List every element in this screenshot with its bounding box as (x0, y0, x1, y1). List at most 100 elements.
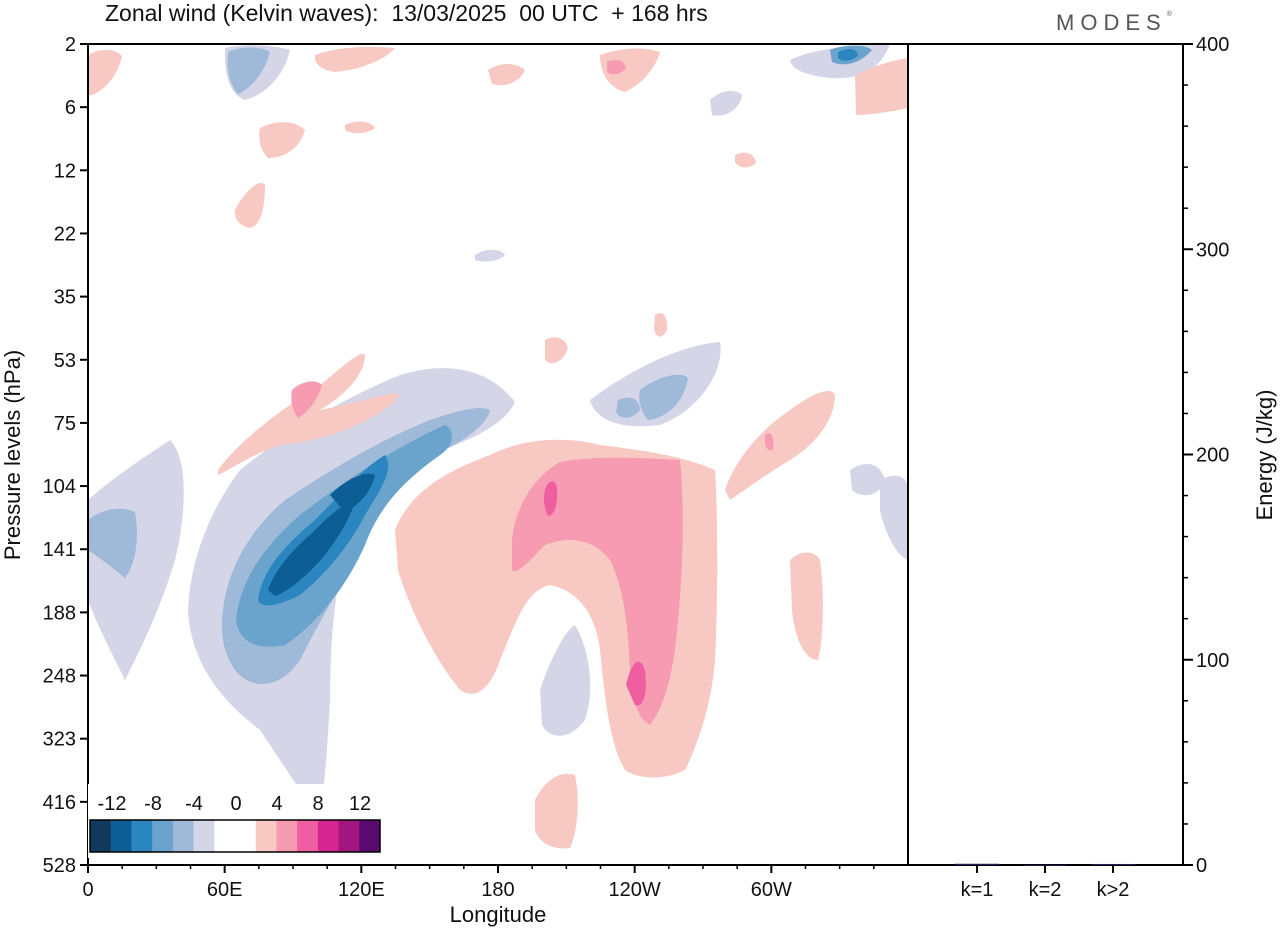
contour-pos-3 (544, 481, 558, 516)
contour-pos-1m (88, 49, 122, 95)
x-tick-label: 60W (751, 879, 792, 901)
colorbar-label: -8 (144, 793, 162, 815)
x-tick-label: 120E (338, 879, 385, 901)
contour-neg-5b (330, 473, 375, 512)
contour-pos-1k (545, 337, 568, 364)
energy-bar (955, 863, 999, 865)
colorbar-swatch (276, 820, 298, 852)
contour-neg-2d (227, 47, 270, 94)
colorbar-label: -4 (185, 793, 203, 815)
colorbar-label: 8 (312, 793, 323, 815)
contour-pos-1j (234, 182, 265, 228)
contour-pos-1b (218, 354, 400, 475)
colorbar-swatch (152, 820, 174, 852)
y-tick-label: 53 (54, 350, 76, 372)
colorbar-label: 0 (230, 793, 241, 815)
contour-neg-5 (268, 500, 355, 596)
y-tick-label: 104 (43, 476, 76, 498)
chart-title: Zonal wind (Kelvin waves): 13/03/2025 00… (105, 0, 708, 26)
modes-logo: MODES® (1056, 10, 1172, 36)
colorbar-swatch (297, 820, 319, 852)
y-tick-label: 12 (54, 160, 76, 182)
y-tick-label: 248 (43, 666, 76, 688)
contour-pos-1h (314, 46, 395, 72)
y-tick-label: 528 (43, 855, 76, 877)
energy-cat-label: k=2 (1029, 879, 1062, 901)
x-axis-title: Longitude (450, 902, 547, 927)
y-tick-label: 6 (65, 97, 76, 119)
contour-neg-1g (850, 464, 885, 496)
contour-pos-2d (764, 433, 774, 451)
y-axis-title: Pressure levels (hPa) (0, 350, 25, 560)
contour-neg-2c (639, 374, 688, 420)
colorbar-swatch (255, 820, 277, 852)
contour-pos-1n (345, 121, 375, 134)
y-tick-label: 35 (54, 287, 76, 309)
contour-neg-1b (88, 440, 184, 680)
contour-pos-1d (790, 552, 823, 660)
contour-neg-2b (88, 508, 137, 578)
energy-tick-label: 200 (1196, 445, 1229, 467)
y-tick-label: 22 (54, 223, 76, 245)
y-tick-label: 416 (43, 792, 76, 814)
energy-panel: 0 100 200 300 400 k=1 k=2 k>2 (955, 34, 1229, 901)
energy-tick-label: 400 (1196, 34, 1229, 56)
contour-pos-1e (535, 773, 578, 849)
contour-neg-1d (540, 625, 591, 736)
colorbar-swatch (235, 820, 257, 852)
colorbar: -12 -8 -4 0 4 8 12 (88, 784, 384, 858)
contour-pos-2c (607, 60, 626, 75)
y-tick-label: 75 (54, 413, 76, 435)
contour-pos-1i (259, 122, 305, 158)
y-tick-label: 141 (43, 539, 76, 561)
x-axis: 0 60E 120E 180 120W 60W (82, 865, 875, 901)
x-tick-label: 180 (481, 879, 514, 901)
x-tick-label: 0 (82, 879, 93, 901)
x-tick-label: 120W (609, 879, 661, 901)
energy-axis-title: Energy (J/kg) (1252, 390, 1277, 521)
colorbar-swatch (338, 820, 360, 852)
contour-pos-2 (512, 457, 683, 725)
energy-tick-label: 0 (1196, 855, 1207, 877)
contour-field (88, 44, 908, 849)
contour-pos-3b (626, 661, 646, 706)
contour-neg-1j (475, 249, 505, 262)
contour-neg-1i (710, 90, 742, 116)
energy-bar (1023, 864, 1067, 866)
energy-bar (1091, 863, 1135, 865)
y-tick-label: 2 (65, 34, 76, 56)
colorbar-label: 4 (271, 793, 282, 815)
contour-neg-1 (188, 368, 515, 820)
y-tick-label: 323 (43, 729, 76, 751)
colorbar-swatch (317, 820, 340, 852)
contour-pos-1l (488, 64, 525, 86)
colorbar-frame (89, 819, 381, 853)
y-tick-label: 188 (43, 602, 76, 624)
colorbar-swatch (359, 820, 381, 852)
x-tick-label: 60E (207, 879, 243, 901)
colorbar-swatch (131, 820, 153, 852)
energy-tick-label: 100 (1196, 650, 1229, 672)
colorbar-swatch (193, 820, 215, 852)
logo-text: MODES (1056, 10, 1167, 35)
contour-neg-4b (838, 48, 858, 61)
colorbar-swatch (90, 820, 112, 852)
colorbar-swatch (172, 820, 195, 852)
contour-pos-1c (725, 390, 835, 500)
colorbar-swatch (110, 820, 132, 852)
colorbar-label: -12 (98, 793, 127, 815)
y-axis: 2 6 12 22 35 53 75 104 141 188 248 323 416 528 (43, 34, 88, 877)
registered-mark: ® (1166, 10, 1172, 18)
colorbar-label: 12 (349, 793, 371, 815)
contour-pos-1f (855, 58, 908, 115)
colorbar-swatch (214, 820, 236, 852)
energy-cat-label: k=1 (961, 879, 994, 901)
contour-neg-2e (616, 397, 640, 418)
energy-cat-label: k>2 (1097, 879, 1130, 901)
contour-pos-2b (291, 381, 322, 418)
energy-tick-label: 300 (1196, 239, 1229, 261)
contour-pos-1g (600, 48, 660, 92)
contour-pos-1o (654, 313, 668, 337)
contour-pos-1p (735, 152, 756, 168)
